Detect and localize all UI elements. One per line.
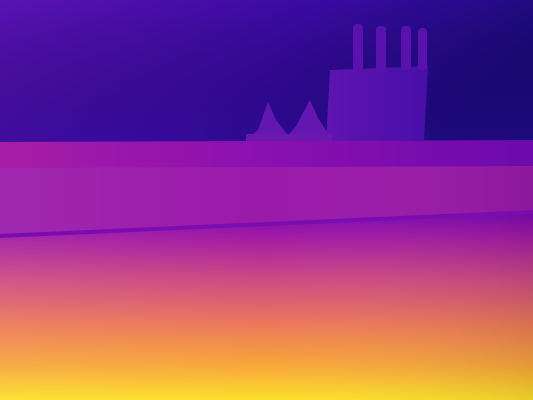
counter-top — [0, 140, 533, 170]
kettle-lid-right — [286, 100, 330, 140]
knife-handle — [353, 24, 427, 72]
kettle-lid-left — [248, 102, 290, 138]
knife-block — [326, 66, 428, 142]
